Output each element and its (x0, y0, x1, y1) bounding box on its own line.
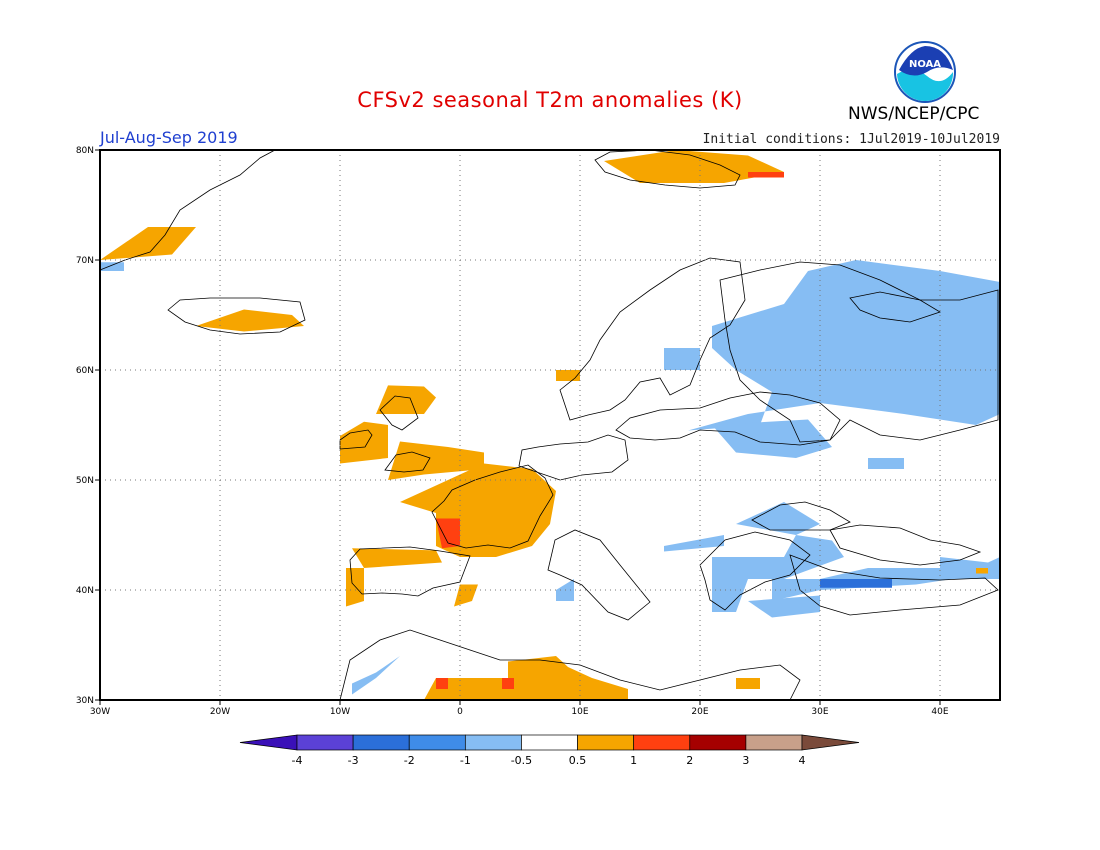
colorbar-label: 1 (630, 754, 637, 767)
x-tick-label: 40E (931, 707, 948, 717)
x-tick-label: 30E (811, 707, 828, 717)
anomaly-region-caucasus (940, 557, 1000, 579)
y-tick-label: 80N (76, 146, 94, 156)
colorbar-label: 2 (686, 754, 693, 767)
anomaly-region-iceland (196, 309, 304, 332)
anomaly-region-north-africa (424, 656, 628, 700)
colorbar-max-arrow (801, 734, 860, 751)
map-frame (99, 149, 1001, 701)
anomaly-region-carpathians (736, 502, 820, 535)
colorbar-swatch (521, 734, 578, 751)
noaa-logo-icon: NOAA (894, 41, 956, 103)
colorbar-label: -3 (348, 754, 359, 767)
anomaly-region-iberia-east (454, 584, 478, 607)
x-tick-label: 30W (90, 707, 110, 717)
anomaly-regions (100, 150, 1000, 700)
colorbar-swatch (577, 734, 635, 751)
x-tick-label: 10E (571, 707, 588, 717)
coastlines (99, 149, 999, 701)
colorbar-swatch (689, 734, 747, 751)
anomaly-region-morocco-cool (352, 645, 412, 695)
colorbar-swatch (464, 734, 522, 751)
anomaly-region-algeria-hot-1 (436, 678, 448, 689)
anomaly-region-libya-coast (736, 678, 760, 689)
anomaly-region-scotland (376, 385, 436, 414)
colorbar-label: 4 (799, 754, 806, 767)
anomaly-region-baltic-east (712, 419, 832, 458)
colorbar-swatch (633, 734, 691, 751)
y-tick-label: 30N (76, 696, 94, 706)
anomaly-region-caucasus-warm (976, 568, 988, 574)
colorbar-label: -4 (292, 754, 303, 767)
colorbar-label: -2 (404, 754, 415, 767)
colorbar-min-arrow (239, 734, 298, 751)
colorbar-swatch (408, 734, 466, 751)
y-tick-label: 60N (76, 366, 94, 376)
anomaly-region-russia-south (868, 458, 904, 469)
colorbar-label: 3 (742, 754, 749, 767)
anomaly-region-algeria-hot-2 (502, 678, 514, 689)
map-title: CFSv2 seasonal T2m anomalies (K) (357, 88, 743, 112)
y-tick-label: 50N (76, 476, 94, 486)
initial-conditions: Initial conditions: 1Jul2019-10Jul2019 (702, 132, 1000, 147)
anomaly-region-france (400, 463, 556, 557)
colorbar-swatch (296, 734, 354, 751)
anomaly-region-greenland-cool (100, 262, 124, 271)
anomaly-region-russia-north (688, 260, 1000, 431)
anomaly-region-greece-west (748, 595, 820, 618)
anomaly-region-turkey-deep (820, 579, 892, 588)
anomaly-region-ireland (340, 421, 388, 464)
y-tick-label: 70N (76, 256, 94, 266)
anomaly-region-norway-south (556, 370, 580, 381)
logo-text: NOAA (909, 59, 941, 70)
colorbar-label: -1 (460, 754, 471, 767)
agency-label: NWS/NCEP/CPC (848, 104, 980, 124)
anomaly-region-greenland-east (100, 227, 196, 260)
anomaly-region-iberia-west (346, 568, 364, 607)
anomaly-region-hungary (664, 535, 724, 552)
graticule (100, 150, 1000, 700)
colorbar-label: -0.5 (511, 754, 532, 767)
anomaly-region-balkans (712, 535, 844, 612)
axis-ticks: 30W 20W 10W 0 10E 20E 30E 40E 80N 70N 60N 50N 40N 30N (76, 146, 949, 717)
x-tick-label: 0 (457, 707, 463, 717)
x-tick-label: 20E (691, 707, 708, 717)
anomaly-region-finland-east (664, 348, 700, 370)
colorbar-swatch (745, 734, 803, 751)
colorbar-swatch (352, 734, 410, 751)
y-tick-label: 40N (76, 586, 94, 596)
anomaly-region-svalbard (604, 150, 784, 183)
forecast-period: Jul-Aug-Sep 2019 (100, 128, 238, 147)
colorbar: -4 -3 -2 -1 -0.5 0.5 1 2 3 4 (239, 734, 860, 767)
anomaly-region-iberia-north (352, 548, 442, 568)
x-tick-label: 10W (330, 707, 350, 717)
colorbar-label: 0.5 (569, 754, 587, 767)
anomaly-region-france-west-hot (436, 518, 460, 549)
x-tick-label: 20W (210, 707, 230, 717)
anomaly-region-svalbard-hot (748, 172, 784, 178)
